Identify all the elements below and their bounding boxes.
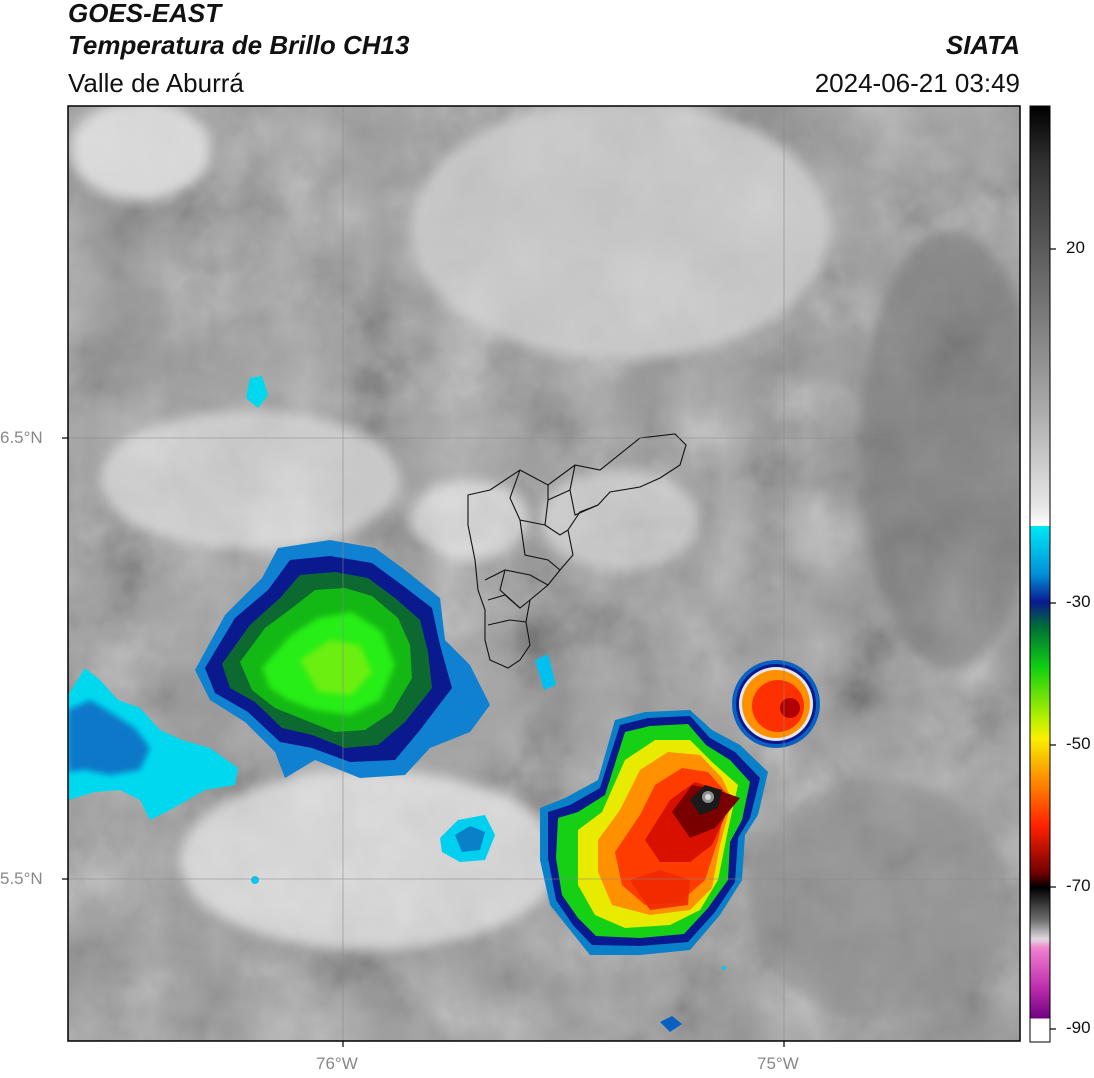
cloud-west bbox=[68, 668, 238, 820]
colorbar-tick: -90 bbox=[1066, 1018, 1091, 1037]
aburra-boundaries bbox=[467, 433, 687, 669]
satellite-title: GOES-EAST bbox=[68, 0, 222, 28]
colorbar-tick: -70 bbox=[1066, 876, 1091, 895]
colorbar-ramp bbox=[1030, 106, 1050, 1042]
lon-label-76w: 76°W bbox=[316, 1054, 358, 1073]
agency-label: SIATA bbox=[945, 30, 1020, 60]
cloud-cell-northeast bbox=[732, 660, 820, 748]
cloud-cell-east bbox=[540, 710, 768, 970]
datetime-label: 2024-06-21 03:49 bbox=[814, 68, 1020, 98]
graticule bbox=[68, 106, 1020, 1041]
colorbar-tick: -50 bbox=[1066, 734, 1091, 753]
lon-label-75w: 75°W bbox=[757, 1054, 799, 1073]
region-label: Valle de Aburrá bbox=[68, 68, 244, 98]
map-plot-area bbox=[68, 106, 1020, 1041]
colorbar-tick: 20 bbox=[1066, 238, 1085, 257]
lat-label-5-5n: 5.5°N bbox=[0, 869, 43, 888]
map-frame bbox=[67, 105, 1021, 1042]
cloud-cell-west bbox=[195, 376, 556, 778]
colorbar bbox=[1029, 105, 1056, 1043]
product-title: Temperatura de Brillo CH13 bbox=[68, 30, 410, 60]
cloud-small-south bbox=[251, 815, 682, 1032]
lat-label-6-5n: 6.5°N bbox=[0, 428, 43, 447]
colorbar-tick: -30 bbox=[1066, 592, 1091, 611]
